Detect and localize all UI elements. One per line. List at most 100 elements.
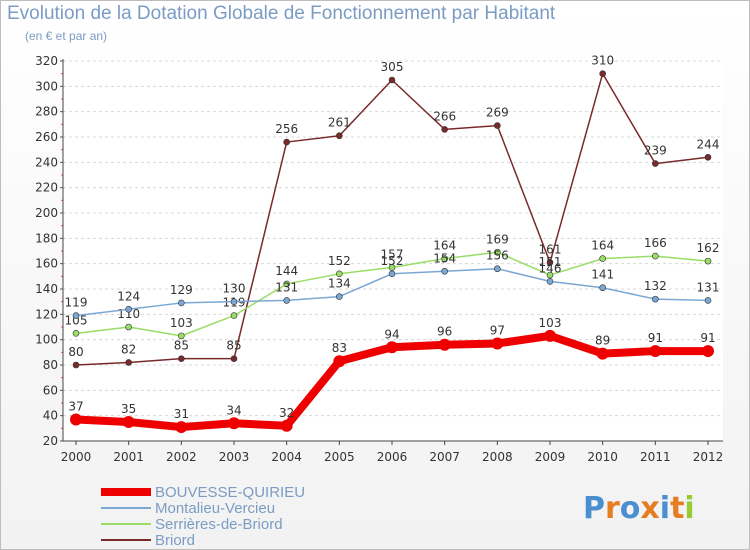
- data-point: [122, 416, 135, 428]
- data-point: [599, 284, 606, 292]
- y-tick-label: 140: [35, 282, 58, 296]
- y-tick-label: 200: [35, 206, 58, 220]
- data-point: [649, 345, 662, 358]
- data-label: 97: [490, 323, 505, 337]
- data-point: [125, 323, 132, 331]
- x-tick-label: 2006: [377, 450, 408, 464]
- y-tick-label: 60: [43, 383, 58, 397]
- data-label: 91: [648, 331, 663, 345]
- data-label: 146: [539, 261, 562, 275]
- data-point: [652, 295, 659, 303]
- data-point: [544, 329, 556, 342]
- brand-letter: t: [670, 491, 684, 526]
- data-point: [228, 417, 240, 430]
- data-point: [438, 338, 451, 351]
- data-label: 164: [433, 239, 456, 253]
- data-label: 31: [174, 407, 189, 421]
- data-point: [702, 345, 714, 358]
- data-label: 94: [384, 327, 399, 341]
- x-tick-label: 2012: [693, 450, 724, 464]
- data-point: [388, 264, 396, 271]
- y-tick-label: 280: [35, 105, 58, 119]
- y-tick-label: 300: [35, 79, 58, 93]
- data-label: 85: [226, 339, 241, 353]
- x-tick-label: 2004: [271, 450, 302, 464]
- data-point: [388, 76, 396, 84]
- data-point: [125, 359, 132, 366]
- data-label: 156: [486, 249, 509, 263]
- y-tick-label: 160: [35, 257, 58, 271]
- data-label: 131: [275, 280, 298, 294]
- data-label: 261: [328, 116, 351, 130]
- data-label: 134: [328, 277, 351, 291]
- brand-letter: i: [684, 491, 694, 526]
- data-label: 164: [591, 239, 614, 253]
- data-label: 103: [539, 316, 562, 330]
- x-tick-label: 2003: [219, 450, 250, 464]
- y-tick-label: 220: [35, 181, 58, 195]
- brand-letter: P: [583, 491, 605, 526]
- data-point: [283, 138, 290, 146]
- x-tick-label: 2011: [640, 450, 671, 464]
- y-tick-label: 80: [43, 358, 58, 372]
- data-point: [386, 341, 398, 354]
- data-label: 35: [121, 402, 136, 416]
- x-tick-label: 2001: [113, 450, 144, 464]
- data-label: 131: [697, 280, 720, 294]
- data-label: 83: [332, 341, 347, 355]
- data-point: [280, 419, 293, 432]
- data-point: [178, 355, 185, 362]
- data-point: [72, 312, 80, 319]
- data-label: 34: [226, 403, 241, 417]
- y-tick-label: 120: [35, 307, 58, 321]
- legend-label: BOUVESSE-QUIRIEU: [155, 484, 305, 501]
- data-point: [704, 153, 712, 161]
- data-point: [230, 312, 238, 319]
- x-tick-label: 2007: [429, 450, 460, 464]
- data-point: [599, 255, 606, 262]
- data-point: [494, 122, 501, 129]
- brand-letter: i: [660, 491, 670, 526]
- data-point: [546, 278, 554, 285]
- y-tick-label: 180: [35, 231, 58, 245]
- data-point: [283, 297, 290, 304]
- data-point: [491, 337, 504, 350]
- chart-title: Evolution de la Dotation Globale de Fonc…: [7, 3, 556, 24]
- data-label: 96: [437, 325, 452, 339]
- data-label: 244: [697, 137, 720, 151]
- data-point: [336, 293, 343, 300]
- data-point: [283, 280, 290, 288]
- data-label: 91: [700, 331, 715, 345]
- data-point: [72, 330, 80, 337]
- data-point: [599, 70, 606, 77]
- data-label: 152: [328, 254, 351, 268]
- data-point: [546, 271, 554, 279]
- data-point: [652, 160, 659, 167]
- chart-subtitle: (en € et par an): [25, 29, 108, 43]
- data-point: [546, 259, 554, 266]
- data-label: 119: [65, 296, 88, 310]
- data-label: 162: [697, 241, 720, 255]
- y-tick-label: 20: [43, 434, 58, 448]
- data-label: 310: [591, 54, 614, 68]
- data-point: [494, 265, 501, 273]
- data-point: [70, 413, 82, 426]
- data-point: [652, 252, 659, 260]
- y-tick-label: 320: [35, 54, 58, 68]
- y-tick-label: 100: [35, 333, 58, 347]
- y-tick-label: 240: [35, 155, 58, 169]
- data-label: 152: [381, 254, 404, 268]
- x-tick-label: 2005: [324, 450, 355, 464]
- data-label: 269: [486, 106, 509, 120]
- y-tick-label: 40: [43, 409, 58, 423]
- legend-label: Briord: [155, 532, 195, 549]
- data-label: 124: [117, 289, 140, 303]
- data-label: 161: [539, 242, 562, 256]
- brand-letter: r: [605, 491, 620, 526]
- brand-letter: x: [640, 491, 659, 526]
- data-point: [441, 267, 448, 275]
- x-tick-label: 2008: [482, 450, 513, 464]
- data-label: 80: [68, 345, 83, 359]
